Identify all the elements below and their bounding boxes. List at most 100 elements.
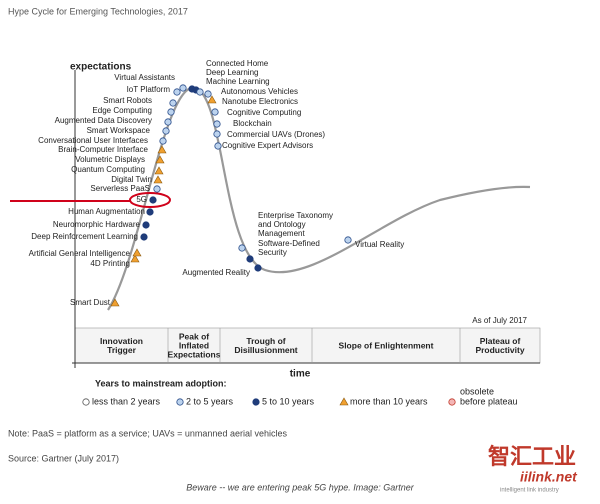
marker: [130, 254, 140, 263]
marker: [164, 118, 172, 126]
marker: [339, 397, 349, 406]
tech-label: Quantum Computing: [71, 165, 145, 174]
tech-label: Serverless PaaS: [90, 184, 150, 193]
phase-label: Peak of: [179, 331, 209, 341]
marker: [448, 398, 456, 406]
phase-label: Productivity: [475, 345, 524, 355]
tech-label: 5G: [136, 195, 147, 204]
phase-band: [74, 327, 541, 364]
marker: [110, 298, 120, 307]
tech-label: Human Augmentation: [68, 207, 145, 216]
caption: Beware -- we are entering peak 5G hype. …: [186, 482, 415, 492]
tech-label: Smart Robots: [103, 96, 152, 105]
phase-label: Trigger: [107, 345, 137, 355]
phase-label: Disillusionment: [234, 345, 297, 355]
marker: [214, 142, 222, 150]
phase-label: Slope of Enlightenment: [339, 340, 434, 350]
tech-label: Commercial UAVs (Drones): [227, 130, 325, 139]
tech-label: and Ontology: [258, 220, 306, 229]
legend-label: less than 2 years: [92, 396, 161, 406]
marker: [204, 90, 212, 98]
marker: [140, 233, 148, 241]
tech-label: Volumetric Displays: [75, 155, 145, 164]
tech-label: Conversational User Interfaces: [38, 136, 148, 145]
marker: [213, 130, 221, 138]
watermark-tagline: intelligent link industry: [500, 488, 559, 494]
marker: [142, 221, 150, 229]
legend-label: before plateau: [460, 396, 518, 406]
marker: [159, 137, 167, 145]
marker: [154, 166, 164, 175]
tech-label: Brain-Computer Interface: [58, 145, 148, 154]
tech-label: Security: [258, 248, 287, 257]
marker: [162, 127, 170, 135]
marker: [149, 196, 157, 204]
marker: [146, 208, 154, 216]
legend-label: more than 10 years: [350, 396, 428, 406]
marker: [173, 88, 181, 96]
phase-label: Innovation: [100, 336, 143, 346]
legend-label: obsolete: [460, 386, 494, 396]
marker: [132, 248, 142, 257]
tech-label: Machine Learning: [206, 77, 270, 86]
marker: [213, 120, 221, 128]
marker: [169, 99, 177, 107]
tech-label: Virtual Assistants: [114, 73, 175, 82]
marker: [344, 236, 352, 244]
tech-label: Digital Twin: [111, 175, 152, 184]
tech-label: Augmented Reality: [182, 268, 250, 277]
tech-label: Artificial General Intelligence: [29, 249, 131, 258]
marker: [252, 398, 260, 406]
tech-label: Autonomous Vehicles: [221, 87, 298, 96]
tech-label: Enterprise Taxonomy: [258, 211, 333, 220]
tech-label: Connected Home: [206, 59, 269, 68]
legend-title: Years to mainstream adoption:: [95, 378, 227, 388]
marker: [254, 264, 262, 272]
phase-label: Trough of: [246, 336, 285, 346]
tech-label: Smart Dust: [70, 298, 111, 307]
tech-label: Augmented Data Discovery: [55, 116, 152, 125]
highlight-circle: [129, 192, 171, 208]
source: Source: Gartner (July 2017): [8, 453, 119, 463]
marker: [207, 95, 217, 104]
tech-label: Smart Workspace: [87, 126, 151, 135]
marker: [246, 255, 254, 263]
tech-label: Software-Defined: [258, 239, 320, 248]
marker: [153, 185, 161, 193]
tech-label: Edge Computing: [92, 106, 152, 115]
tech-label: Cognitive Expert Advisors: [222, 141, 313, 150]
marker: [196, 88, 204, 96]
title: Hype Cycle for Emerging Technologies, 20…: [8, 6, 188, 16]
marker: [179, 84, 187, 92]
tech-label: Deep Reinforcement Learning: [31, 232, 138, 241]
phase-label: Plateau of: [480, 336, 521, 346]
marker: [167, 108, 175, 116]
tech-label: Management: [258, 229, 305, 238]
tech-label: Neuromorphic Hardware: [53, 220, 141, 229]
legend-label: 2 to 5 years: [186, 396, 234, 406]
tech-label: Blockchain: [233, 119, 272, 128]
y-axis-label: expectations: [70, 62, 132, 73]
x-axis-label: time: [290, 369, 311, 380]
tech-label: Nanotube Electronics: [222, 97, 298, 106]
marker: [155, 155, 165, 164]
phase-label: Expectations: [168, 349, 221, 359]
tech-label: Cognitive Computing: [227, 108, 301, 117]
tech-label: 4D Printing: [90, 259, 130, 268]
note: Note: PaaS = platform as a service; UAVs…: [8, 428, 287, 438]
legend-label: 5 to 10 years: [262, 396, 315, 406]
phase-label: Inflated: [179, 340, 209, 350]
tech-label: IoT Platform: [127, 85, 171, 94]
marker: [176, 398, 184, 406]
tech-label: Virtual Reality: [355, 240, 404, 249]
watermark-title: 智汇工业: [488, 444, 576, 470]
marker: [153, 175, 163, 184]
marker: [82, 398, 90, 406]
watermark-site: iilink.net: [520, 469, 578, 485]
tech-label: Deep Learning: [206, 68, 258, 77]
marker: [157, 145, 167, 154]
as-of: As of July 2017: [472, 316, 527, 325]
marker: [211, 108, 219, 116]
marker: [238, 244, 246, 252]
